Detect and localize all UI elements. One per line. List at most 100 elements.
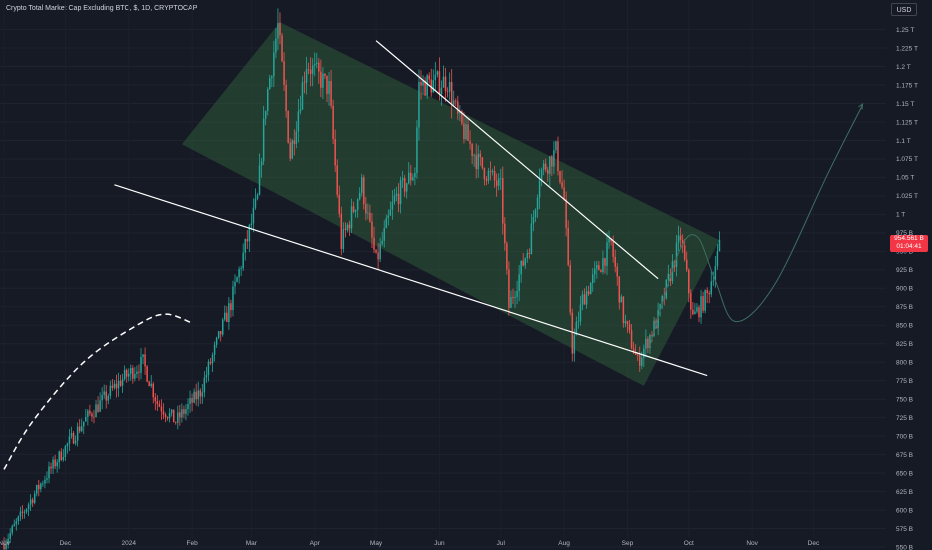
candle xyxy=(685,251,688,273)
candle xyxy=(643,344,645,368)
candle xyxy=(258,153,261,196)
candle-body xyxy=(168,412,171,419)
candle-body xyxy=(46,478,48,480)
candle-body xyxy=(432,80,435,93)
candle xyxy=(130,364,132,381)
candle xyxy=(340,206,343,256)
candle xyxy=(262,105,265,166)
candle xyxy=(450,69,453,119)
candle xyxy=(136,365,138,379)
candle-body xyxy=(622,296,625,324)
candle xyxy=(493,165,496,188)
currency-button[interactable]: USD xyxy=(891,3,917,16)
candle xyxy=(50,462,52,474)
candle-body xyxy=(346,224,349,231)
candle-body xyxy=(111,385,114,388)
y-tick-label: 925 B xyxy=(896,267,913,274)
candle xyxy=(457,95,459,120)
candle-body xyxy=(273,52,275,77)
candle-body xyxy=(481,157,484,169)
candle xyxy=(252,198,255,233)
candle xyxy=(113,379,116,390)
candle-body xyxy=(614,256,616,267)
candle-body xyxy=(422,80,424,86)
candle-body xyxy=(164,414,167,418)
candle-body xyxy=(510,296,512,308)
candle xyxy=(273,40,275,87)
candle xyxy=(91,411,93,422)
candle-body xyxy=(230,303,232,311)
candle xyxy=(422,75,424,95)
candle-body xyxy=(17,516,20,522)
candle-body xyxy=(48,466,50,479)
candle xyxy=(373,226,375,254)
y-tick-label: 1.15 T xyxy=(896,101,914,108)
candle xyxy=(549,155,551,186)
candle xyxy=(156,395,159,412)
candle-body xyxy=(277,22,279,39)
candle-body xyxy=(624,321,627,324)
candle xyxy=(250,213,253,231)
candle xyxy=(575,316,578,336)
candle-body xyxy=(610,238,612,242)
candle-body xyxy=(702,296,704,311)
candle-body xyxy=(575,321,578,336)
candle-body xyxy=(162,411,165,415)
candle xyxy=(342,222,345,253)
candle xyxy=(183,405,185,419)
y-tick-label: 875 B xyxy=(896,304,913,311)
candle-body xyxy=(567,227,569,265)
y-tick-label: 950 B xyxy=(896,249,913,256)
candle xyxy=(150,375,152,388)
candle-body xyxy=(150,383,152,387)
candle xyxy=(389,201,392,217)
candle-body xyxy=(696,307,698,312)
candle xyxy=(524,257,527,269)
candle xyxy=(638,346,641,372)
candle xyxy=(481,157,484,170)
candle xyxy=(246,229,249,249)
candle-body xyxy=(591,274,594,283)
candle xyxy=(305,56,308,95)
candle xyxy=(236,276,238,283)
candle xyxy=(87,409,89,426)
candle xyxy=(446,87,449,98)
candle-body xyxy=(64,446,67,458)
candle-body xyxy=(626,321,629,325)
candle-body xyxy=(109,385,112,396)
candle-body xyxy=(5,543,7,550)
candle-body xyxy=(29,499,32,505)
y-tick-label: 750 B xyxy=(896,396,913,403)
candle xyxy=(338,185,341,218)
candle xyxy=(301,76,304,110)
candle-body xyxy=(303,82,306,84)
candle xyxy=(117,372,120,397)
candle xyxy=(260,157,263,178)
candle xyxy=(21,505,24,520)
candle-body xyxy=(338,194,341,214)
candle xyxy=(29,494,32,512)
y-tick-label: 1.025 T xyxy=(896,193,918,200)
candle-body xyxy=(72,433,75,444)
candle-body xyxy=(561,182,563,188)
candle xyxy=(618,276,621,310)
candle-body xyxy=(275,38,277,53)
candle-body xyxy=(536,197,539,210)
candle xyxy=(591,268,594,292)
candle-body xyxy=(538,180,541,198)
candle xyxy=(234,274,236,295)
candle-body xyxy=(107,395,110,401)
candle-body xyxy=(389,209,392,216)
candle xyxy=(189,390,191,413)
candle xyxy=(295,121,298,149)
candle xyxy=(7,533,9,549)
candle-body xyxy=(236,277,238,282)
candle-body xyxy=(675,242,678,268)
candle-body xyxy=(156,401,159,405)
candle-body xyxy=(177,412,179,423)
candle xyxy=(66,442,69,454)
candle xyxy=(538,168,541,210)
candle-body xyxy=(612,241,614,257)
candle-body xyxy=(91,413,93,417)
